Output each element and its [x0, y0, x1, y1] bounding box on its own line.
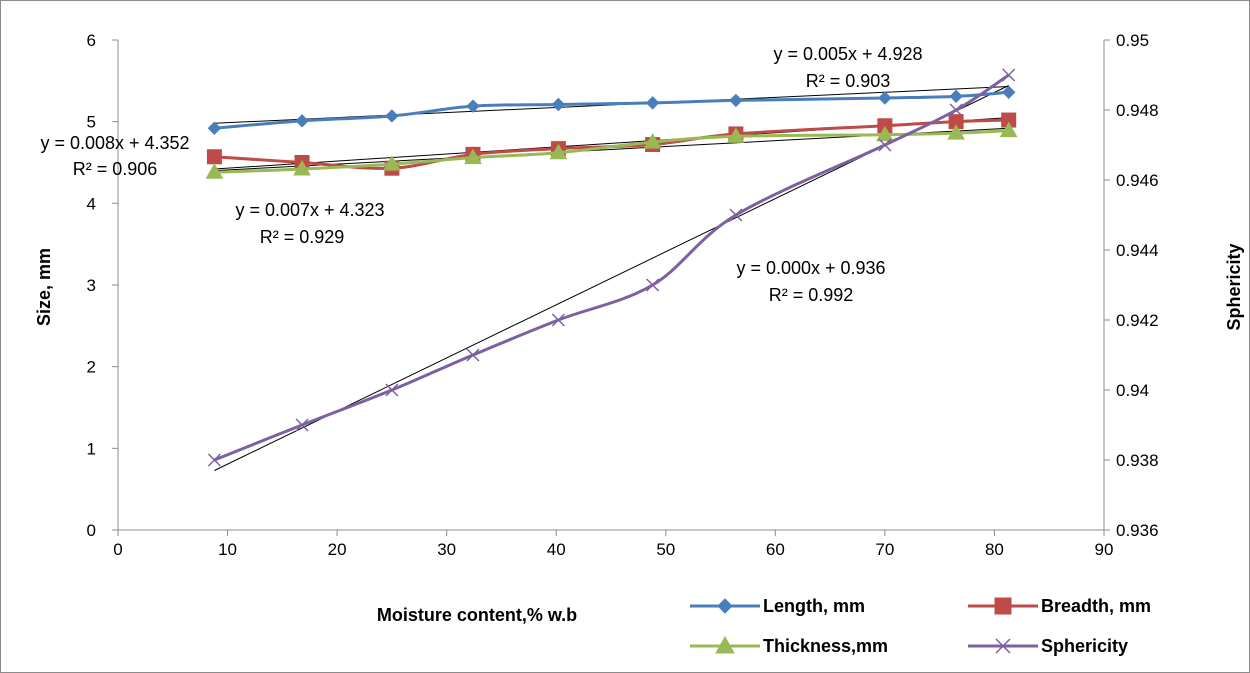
- y-tick-label: 5: [87, 113, 96, 132]
- y2-tick-label: 0.94: [1116, 381, 1149, 400]
- data-point: [876, 125, 894, 142]
- data-point: [643, 133, 662, 149]
- data-point: [207, 453, 221, 467]
- y2-tick-label: 0.948: [1116, 101, 1159, 120]
- trendline-equations: y = 0.005x + 4.928 R² = 0.903 y = 0.008x…: [40, 44, 922, 305]
- legend-label: Breadth, mm: [1041, 596, 1151, 616]
- legend-label: Length, mm: [763, 596, 865, 616]
- data-point: [646, 278, 660, 292]
- x-tick-label: 40: [547, 540, 566, 559]
- x-tick-label: 90: [1095, 540, 1114, 559]
- data-point: [205, 163, 224, 179]
- data-point: [551, 313, 565, 327]
- data-point: [295, 418, 309, 432]
- y-tick-label: 2: [87, 358, 96, 377]
- data-point: [878, 91, 892, 105]
- data-point: [385, 109, 399, 123]
- data-point: [878, 138, 892, 152]
- data-point: [995, 638, 1011, 654]
- y-tick-label: 1: [87, 439, 96, 458]
- series-group: [205, 68, 1018, 467]
- data-point: [999, 121, 1018, 138]
- x-axis-title: Moisture content,% w.b: [377, 605, 577, 625]
- equation-length-line2: R² = 0.903: [806, 71, 891, 91]
- y-tick-label: 3: [87, 276, 96, 295]
- data-point: [715, 635, 735, 654]
- series-length-mm: [207, 85, 1016, 135]
- x-tick-label: 50: [656, 540, 675, 559]
- y2-tick-label: 0.944: [1116, 241, 1159, 260]
- legend-label: Thickness,mm: [763, 636, 888, 656]
- series-line: [214, 90, 1009, 130]
- data-point: [727, 127, 745, 143]
- data-point: [293, 160, 311, 176]
- data-point: [717, 598, 733, 614]
- data-point: [207, 121, 222, 135]
- data-point: [1001, 85, 1016, 99]
- x-tick-label: 0: [113, 540, 122, 559]
- x-tick-label: 70: [875, 540, 894, 559]
- y2-tick-label: 0.938: [1116, 451, 1159, 470]
- equation-sphericity-line2: R² = 0.992: [769, 285, 854, 305]
- series-line: [213, 73, 1010, 462]
- data-point: [1002, 68, 1016, 82]
- data-point: [949, 103, 963, 117]
- y2-axis-title: Sphericity: [1224, 243, 1244, 330]
- equation-length-line1: y = 0.005x + 4.928: [773, 44, 922, 64]
- axes: 0 10 20 30 40 50 60 70 80 90 0 1 2 3 4 5 6 0.936 0.938 0.94…: [87, 31, 1159, 559]
- equation-sphericity-line1: y = 0.000x + 0.936: [736, 258, 885, 278]
- data-point: [947, 124, 965, 140]
- data-point: [385, 383, 399, 397]
- data-point: [729, 208, 743, 222]
- data-point: [466, 348, 480, 362]
- data-point: [645, 96, 660, 110]
- data-point: [383, 155, 401, 171]
- y-tick-label: 6: [87, 31, 96, 50]
- x-tick-label: 20: [328, 540, 347, 559]
- y2-tick-label: 0.942: [1116, 311, 1159, 330]
- legend-item: Sphericity: [968, 636, 1128, 656]
- equation-breadth-line1: y = 0.008x + 4.352: [40, 133, 189, 153]
- data-point: [551, 97, 566, 112]
- data-point: [464, 148, 482, 165]
- y-axis-title: Size, mm: [34, 248, 54, 326]
- x-tick-label: 10: [218, 540, 237, 559]
- legend: Length, mm Breadth, mm Thickness,mm Spheric…: [690, 596, 1151, 656]
- x-tick-label: 80: [985, 540, 1004, 559]
- y2-tick-label: 0.95: [1116, 31, 1149, 50]
- equation-thickness-line2: R² = 0.929: [260, 227, 345, 247]
- legend-label: Sphericity: [1041, 636, 1128, 656]
- legend-item: Breadth, mm: [968, 596, 1151, 616]
- y-tick-label: 0: [87, 521, 96, 540]
- series-sphericity: [207, 68, 1016, 467]
- data-point: [466, 99, 480, 113]
- data-point: [994, 597, 1012, 615]
- data-point: [549, 143, 568, 160]
- equation-breadth-line2: R² = 0.906: [73, 159, 158, 179]
- x-tick-label: 30: [437, 540, 456, 559]
- equation-thickness-line1: y = 0.007x + 4.323: [235, 200, 384, 220]
- data-point: [206, 149, 222, 165]
- legend-item: Length, mm: [690, 596, 865, 616]
- y2-tick-label: 0.946: [1116, 171, 1159, 190]
- data-point: [295, 114, 309, 128]
- data-point: [949, 89, 963, 104]
- data-point: [729, 93, 743, 108]
- x-tick-label: 60: [766, 540, 785, 559]
- legend-item: Thickness,mm: [690, 635, 888, 656]
- y-tick-label: 4: [87, 194, 96, 213]
- y2-tick-label: 0.936: [1116, 521, 1159, 540]
